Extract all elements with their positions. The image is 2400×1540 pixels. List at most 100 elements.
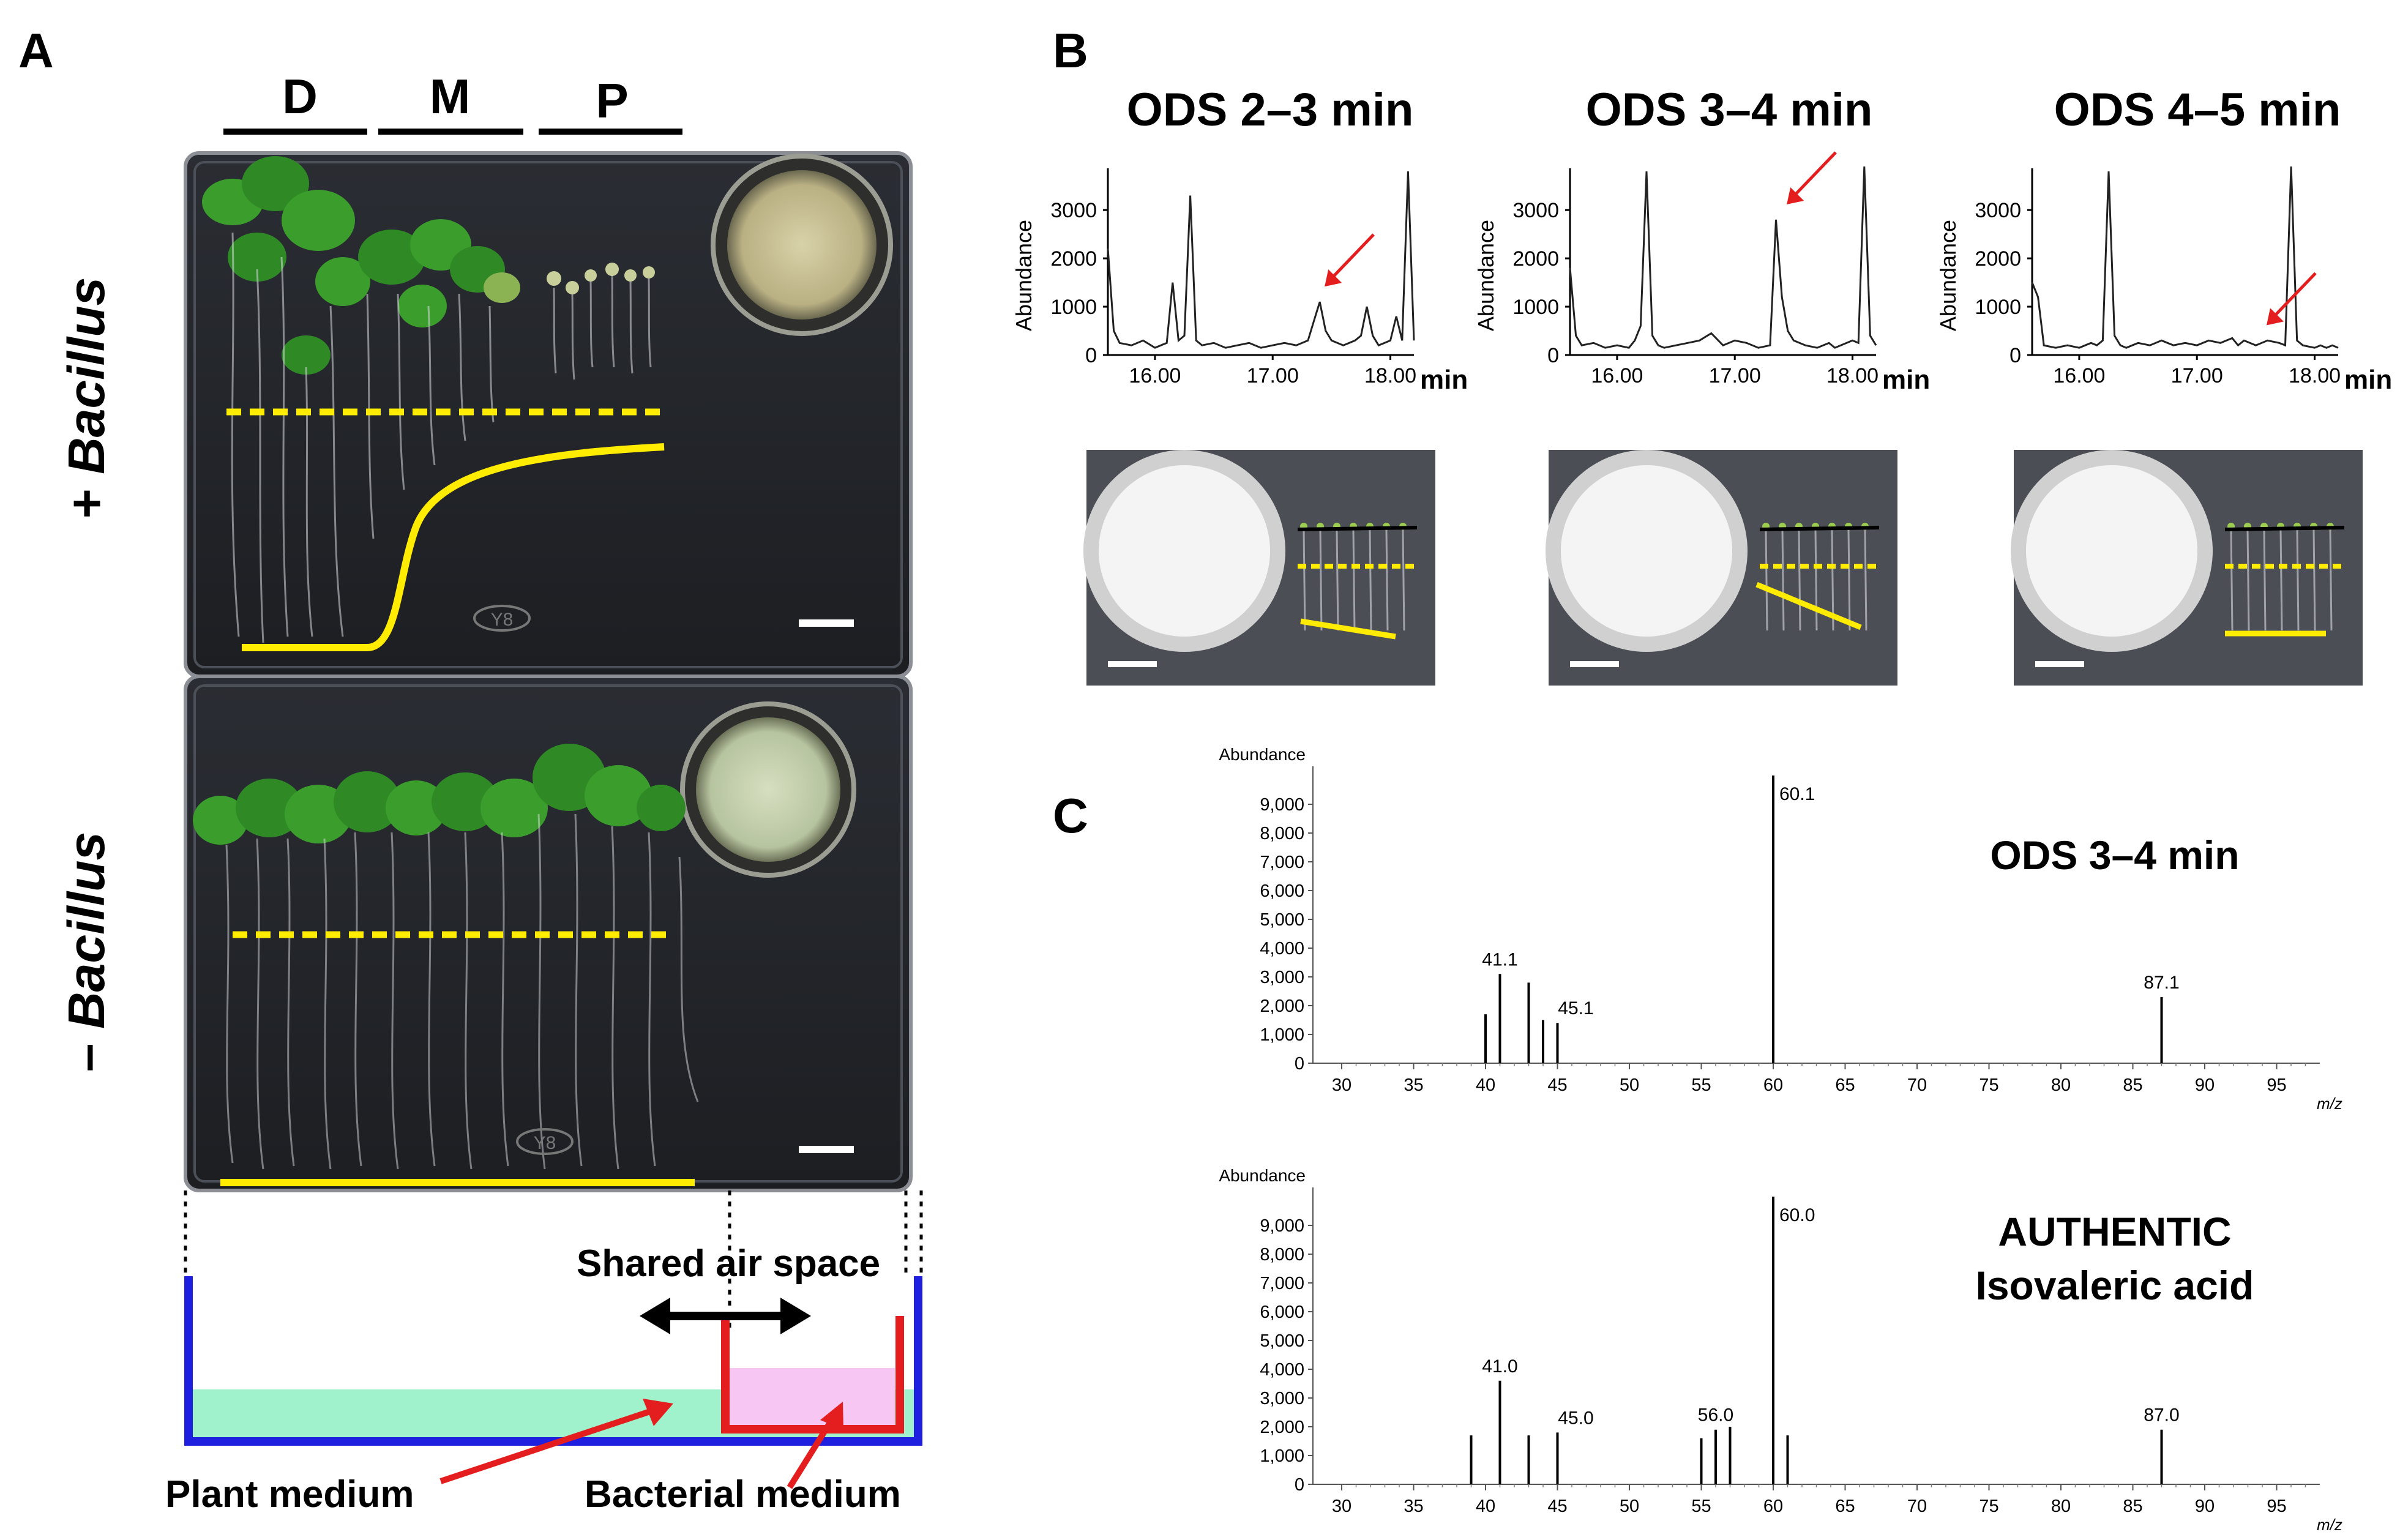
x-tick-label: 95 (2267, 1075, 2286, 1095)
seedling-root (2329, 529, 2333, 631)
x-tick-label: 80 (2051, 1497, 2071, 1516)
assay-photo (1083, 450, 1435, 686)
x-tick-label: 16.00 (1591, 364, 1643, 387)
x-tick-label: 18.00 (1826, 364, 1879, 387)
row-label-minus-sign: – (58, 1029, 115, 1072)
x-tick-label: 50 (1620, 1497, 1639, 1516)
x-axis-label: m/z (2317, 1516, 2342, 1534)
y-tick-label: 2000 (1975, 247, 2021, 271)
y-tick-label: 2000 (1512, 247, 1559, 271)
plant-medium-arrow (439, 1405, 662, 1484)
seedling-root (2263, 529, 2267, 631)
svg-text:– Bacillus: – Bacillus (58, 832, 115, 1072)
plate-mark-bottom: Y8 (534, 1133, 556, 1153)
x-tick-label: 17.00 (1709, 364, 1761, 387)
x-tick-label: 45 (1547, 1075, 1567, 1095)
x-tick-label: 70 (1907, 1497, 1927, 1516)
chromatogram-trace (1107, 171, 1415, 349)
x-axis-label: m/z (2317, 1094, 2342, 1113)
assay-photo (1546, 450, 1897, 686)
y-tick-label: 3000 (1975, 199, 2021, 222)
petri-dish-inner (1561, 465, 1732, 637)
y-tick-label: 0 (1295, 1054, 1304, 1074)
chromatogram-trace (2031, 166, 2339, 349)
seedling-root (1847, 529, 1851, 631)
x-unit-label: min (1882, 365, 1930, 395)
y-tick-label: 7,000 (1260, 853, 1304, 872)
seedling-root (2246, 529, 2250, 631)
y-tick-label: 8,000 (1260, 1245, 1304, 1265)
y-tick-label: 0 (1547, 344, 1559, 367)
x-tick-label: 45 (1547, 1497, 1567, 1516)
x-unit-label: min (2344, 365, 2392, 395)
seedling-root (1352, 529, 1356, 631)
peak-label: 87.0 (2144, 1405, 2179, 1426)
row-label-minus-word: Bacillus (58, 832, 115, 1029)
panel-c-letter: C (1053, 788, 1088, 843)
chromatogram-title: ODS 3–4 min (1586, 84, 1873, 136)
seedling-root (1798, 529, 1801, 631)
plate-mark-top: Y8 (491, 610, 514, 630)
group-label-p: P (596, 73, 628, 128)
seedling-root (1402, 529, 1405, 631)
x-tick-label: 65 (1835, 1497, 1855, 1516)
x-tick-label: 55 (1691, 1075, 1711, 1095)
chromatogram-ods-4-5: ODS 4–5 min Abundance 3000 2000 1000 0 16.00 17… (1935, 84, 2392, 395)
x-tick-label: 30 (1332, 1075, 1351, 1095)
x-tick-label: 90 (2195, 1497, 2215, 1516)
y-tick-label: 4,000 (1260, 939, 1304, 959)
red-arrow (1792, 151, 1837, 198)
y-tick-label: 3000 (1050, 199, 1097, 222)
spectrum-title: AUTHENTIC (1998, 1209, 2231, 1254)
seedling-root (1303, 529, 1306, 631)
row-label-minus-bacillus: – Bacillus (58, 832, 115, 1072)
x-tick-label: 85 (2123, 1497, 2142, 1516)
mass-spectrum-authentic-isovaleric-acid: Abundance m/z 9,000 8,000 7,000 6,000 5,000 4,0… (1219, 1166, 2342, 1534)
y-tick-label: 1000 (1975, 296, 2021, 319)
row-label-plus-sign: + (58, 474, 115, 518)
photo-minus-bacillus: Y8 (184, 675, 913, 1192)
y-axis-label: Abundance (1935, 220, 1961, 331)
x-tick-label: 90 (2195, 1075, 2215, 1095)
y-tick-label: 3,000 (1260, 968, 1304, 987)
photo-plus-bacillus: Y8 (184, 151, 913, 678)
dish-outline (721, 1316, 904, 1433)
mass-spectrum-ods-3-4: Abundance m/z 9,000 8,000 7,000 6,000 5,000 4,0… (1219, 745, 2342, 1113)
x-tick-label: 55 (1691, 1497, 1711, 1516)
roots-top (231, 232, 652, 643)
y-tick-label: 9,000 (1260, 1216, 1304, 1236)
y-tick-label: 6,000 (1260, 881, 1304, 901)
x-tick-label: 16.00 (1129, 364, 1181, 387)
seedling-root (1814, 529, 1818, 631)
peak-label: 87.1 (2144, 973, 2179, 993)
spectrum-title: ODS 3–4 min (1990, 832, 2239, 878)
x-tick-label: 80 (2051, 1075, 2071, 1095)
y-tick-label: 0 (1085, 344, 1097, 367)
x-tick-label: 75 (1979, 1075, 1998, 1095)
rosettes-bottom (193, 744, 686, 845)
x-tick-label: 40 (1476, 1497, 1495, 1516)
seedling-root (1336, 529, 1339, 631)
x-tick-label: 85 (2123, 1075, 2142, 1095)
seedling-root (1369, 529, 1372, 631)
shared-air-space-label: Shared air space (577, 1243, 880, 1285)
x-tick-label: 70 (1907, 1075, 1927, 1095)
panel-b-letter: B (1053, 23, 1088, 78)
x-tick-label: 95 (2267, 1497, 2286, 1516)
panel-a-letter: A (18, 23, 54, 78)
y-axis-label: Abundance (1219, 745, 1306, 764)
seed-line (2224, 526, 2345, 531)
y-tick-label: 7,000 (1260, 1274, 1304, 1293)
assay-photos (1083, 450, 2363, 686)
schematic: Shared air space Plant medium Bacterial … (165, 1191, 923, 1516)
group-label-m: M (430, 69, 471, 124)
spectrum-title: Isovaleric acid (1976, 1263, 2254, 1308)
x-tick-label: 35 (1404, 1075, 1423, 1095)
root-tip-line (1300, 618, 1396, 640)
chromatogram-ods-3-4: ODS 3–4 min Abundance 3000 2000 1000 0 16.00 17… (1473, 84, 1930, 395)
peak-label: 41.0 (1482, 1356, 1517, 1377)
y-tick-label: 5,000 (1260, 1331, 1304, 1351)
bacterial-medium-label: Bacterial medium (585, 1473, 901, 1516)
root-tip-line (1755, 581, 1862, 630)
y-tick-label: 2,000 (1260, 996, 1304, 1016)
